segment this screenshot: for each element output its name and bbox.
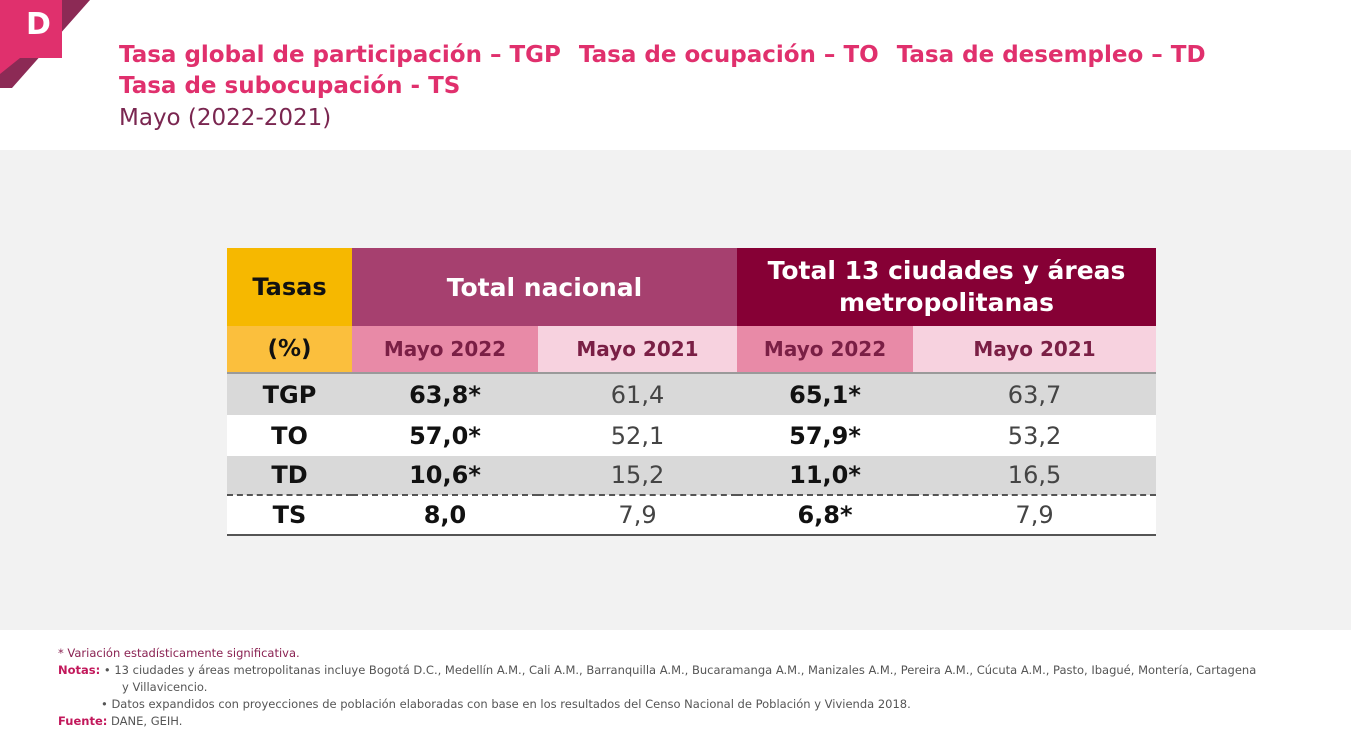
nota-1: Notas: • 13 ciudades y áreas metropolita… [58,662,1328,679]
title-block: Tasa global de participación – TGP Tasa d… [119,40,1319,134]
header-row-1: Tasas Total nacional Total 13 ciudades y… [227,248,1157,326]
fuente: Fuente: DANE, GEIH. [58,713,1328,730]
cell-value: 7,9 [913,494,1157,536]
header-tasas: Tasas [227,248,352,326]
header-row-2: (%) Mayo 2022 Mayo 2021 Mayo 2022 Mayo 2… [227,326,1157,373]
table-row: TD 10,6* 15,2 11,0* 16,5 [227,456,1157,495]
header-nat-mayo-2022: Mayo 2022 [352,326,538,373]
row-label: TO [227,415,352,456]
row-label: TGP [227,372,352,415]
nota-1-cont: y Villavicencio. [122,680,208,694]
title-tgp: Tasa global de participación – TGP [119,42,561,68]
cell-value: 63,7 [913,372,1157,415]
title-ts: Tasa de subocupación - TS [119,73,461,99]
cell-value: 52,1 [538,415,738,456]
significance-note: * Variación estadísticamente significati… [58,646,300,660]
nota-2: • Datos expandidos con proyecciones de p… [101,697,911,711]
cell-value: 61,4 [538,372,738,415]
notas-label: Notas: [58,663,101,677]
header-nat-mayo-2021: Mayo 2021 [538,326,738,373]
dane-logo: D [0,0,90,90]
title-to: Tasa de ocupación – TO [578,42,879,68]
table-row: TO 57,0* 52,1 57,9* 53,2 [227,415,1157,456]
table-row: TGP 63,8* 61,4 65,1* 63,7 [227,372,1157,415]
row-label: TS [227,494,352,536]
footnotes: * Variación estadísticamente significati… [58,645,1328,730]
header-city-mayo-2021: Mayo 2021 [913,326,1157,373]
header-pct: (%) [227,326,352,373]
fuente-text: DANE, GEIH. [111,714,183,728]
nota-1-text: • 13 ciudades y áreas metropolitanas inc… [103,663,1257,677]
cell-value: 57,9* [737,415,914,456]
title-line-1: Tasa global de participación – TGP Tasa d… [119,40,1319,71]
table-row: TS 8,0 7,9 6,8* 7,9 [227,494,1157,536]
cell-value: 57,0* [352,415,538,456]
cell-value: 16,5 [913,456,1157,495]
row-label: TD [227,456,352,495]
cell-value: 10,6* [352,456,538,495]
header-city-mayo-2022: Mayo 2022 [737,326,914,373]
cell-value: 6,8* [737,494,914,536]
cell-value: 65,1* [737,372,914,415]
header-13-ciudades: Total 13 ciudades y áreas metropolitanas [737,248,1157,326]
cell-value: 11,0* [737,456,914,495]
fuente-label: Fuente: [58,714,108,728]
cell-value: 7,9 [538,494,738,536]
title-td: Tasa de desempleo – TD [896,42,1206,68]
cell-value: 15,2 [538,456,738,495]
header-total-nacional: Total nacional [352,248,738,326]
cell-value: 53,2 [913,415,1157,456]
subtitle: Mayo (2022-2021) [119,105,332,131]
logo-letter: D [26,7,51,42]
cell-value: 8,0 [352,494,538,536]
rates-table: Tasas Total nacional Total 13 ciudades y… [227,248,1157,536]
cell-value: 63,8* [352,372,538,415]
